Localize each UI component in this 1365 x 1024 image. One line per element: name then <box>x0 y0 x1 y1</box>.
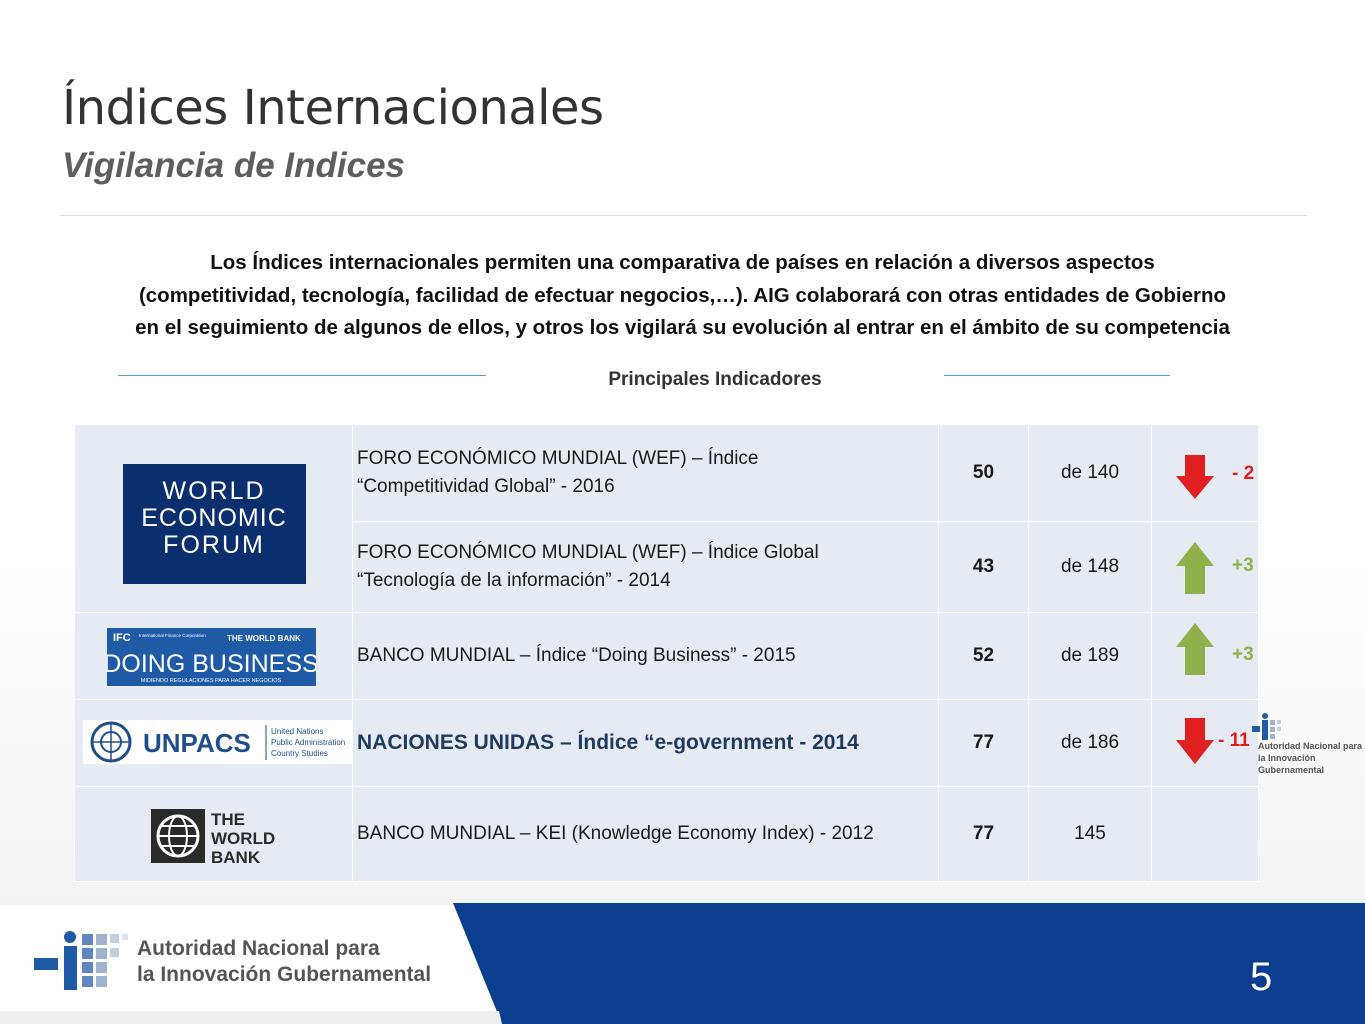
table-row: IFC International Finance Corporation TH… <box>74 612 1259 700</box>
doing-business-logo: IFC International Finance Corporation TH… <box>107 628 316 686</box>
footer-brand-line2: la Innovación Gubernamental <box>137 963 432 986</box>
db-logo-tagline: MIDIENDO REGULACIONES PARA HACER NEGOCIO… <box>141 678 282 684</box>
trend-delta: +3 <box>1232 555 1254 576</box>
trend-delta: - 2 <box>1232 463 1255 484</box>
side-brand-line2: la Innovación Gubernamental <box>1258 753 1325 775</box>
footer-brand-line1: Autoridad Nacional para <box>137 937 380 960</box>
trend-cell <box>1151 786 1259 882</box>
trend-delta: - 11 <box>1218 730 1250 751</box>
db-logo-ifc: IFC <box>113 632 131 644</box>
wef-logo-line3: FORUM <box>163 531 265 559</box>
wb-logo-line1: THE <box>211 810 245 829</box>
db-logo-main: DOING BUSINESS <box>107 650 316 678</box>
section-title: Principales Indicadores <box>608 369 822 390</box>
indicator-total: de 186 <box>1028 699 1152 787</box>
indicator-rank: 52 <box>938 612 1029 700</box>
table-row: THE WORLD BANK BANCO MUNDIAL – KEI (Know… <box>74 786 1259 882</box>
indicator-name: BANCO MUNDIAL – Índice “Doing Business” … <box>352 612 939 700</box>
arrow-down-icon <box>1176 718 1214 764</box>
indicator-rank: 77 <box>938 786 1029 882</box>
unpacs-logo-cell: UNPACS United Nations Public Administrat… <box>74 699 353 787</box>
unpacs-logo-sub1: United Nations <box>271 727 323 736</box>
unpacs-logo-sub3: Country Studies <box>271 749 328 758</box>
indicator-total: de 148 <box>1028 521 1152 613</box>
trend-cell: - 2 <box>1151 424 1259 522</box>
indicator-name: BANCO MUNDIAL – KEI (Knowledge Economy I… <box>352 786 939 882</box>
indicator-name-line2: “Competitividad Global” - 2016 <box>357 476 615 497</box>
title-divider <box>60 215 1307 216</box>
arrow-up-icon <box>1176 542 1214 594</box>
world-bank-logo: THE WORLD BANK <box>151 809 275 865</box>
intro-paragraph: Los Índices internacionales permiten una… <box>40 247 1325 345</box>
side-brand-line1: Autoridad Nacional para <box>1258 741 1363 751</box>
indicator-total: 145 <box>1028 786 1152 882</box>
table-row: UNPACS United Nations Public Administrat… <box>74 699 1259 787</box>
trend-cell: +3 <box>1151 521 1259 613</box>
indicator-name-line2: “Tecnología de la información” - 2014 <box>357 570 671 591</box>
indicator-name: FORO ECONÓMICO MUNDIAL (WEF) – Índice “C… <box>352 424 939 522</box>
indicator-rank: 50 <box>938 424 1029 522</box>
doing-business-logo-cell: IFC International Finance Corporation TH… <box>74 612 353 700</box>
indicator-total: de 189 <box>1028 612 1152 700</box>
indicators-table: WORLD ECONOMIC FORUM FORO ECONÓMICO MUND… <box>74 424 1259 882</box>
unpacs-logo: UNPACS United Nations Public Administrat… <box>83 720 353 764</box>
section-line-left <box>118 375 486 376</box>
indicator-rank: 43 <box>938 521 1029 613</box>
wb-logo-line3: BANK <box>211 848 261 865</box>
wef-logo-line2: ECONOMIC <box>141 504 287 532</box>
footer-brand-mark-icon <box>34 931 128 990</box>
table-row: WORLD ECONOMIC FORUM FORO ECONÓMICO MUND… <box>74 424 1259 613</box>
table-row: FORO ECONÓMICO MUNDIAL (WEF) – Índice Gl… <box>75 521 1259 613</box>
page-subtitle: Vigilancia de Indices <box>62 146 405 185</box>
indicator-name-line1: FORO ECONÓMICO MUNDIAL (WEF) – Índice <box>357 448 759 469</box>
wb-logo-line2: WORLD <box>211 829 275 848</box>
indicator-name: FORO ECONÓMICO MUNDIAL (WEF) – Índice Gl… <box>352 521 939 613</box>
wef-logo-cell: WORLD ECONOMIC FORUM <box>74 424 353 613</box>
indicator-total: de 140 <box>1028 424 1152 522</box>
intro-line-2: (competitividad, tecnología, facilidad d… <box>138 283 1227 307</box>
page-number: 5 <box>1250 955 1273 999</box>
trend-cell: - 11 <box>1151 699 1259 787</box>
indicator-name-line1: FORO ECONÓMICO MUNDIAL (WEF) – Índice Gl… <box>357 542 819 563</box>
indicator-name: NACIONES UNIDAS – Índice “e-government -… <box>352 699 939 787</box>
wef-logo: WORLD ECONOMIC FORUM <box>123 464 306 584</box>
unpacs-logo-sub2: Public Administration <box>271 738 345 747</box>
wef-logo-line1: WORLD <box>162 477 265 505</box>
unpacs-logo-main: UNPACS <box>143 728 251 758</box>
db-logo-wb: THE WORLD BANK <box>227 634 301 643</box>
world-bank-logo-cell: THE WORLD BANK <box>74 786 353 882</box>
brand-mark-icon <box>1252 713 1281 740</box>
trend-delta: +3 <box>1232 644 1254 665</box>
indicator-rank: 77 <box>938 699 1029 787</box>
arrow-up-icon <box>1176 623 1214 675</box>
db-logo-ifc-sub: International Finance Corporation <box>139 633 206 638</box>
side-brand-text: Autoridad Nacional para la Innovación Gu… <box>1258 740 1365 776</box>
arrow-down-icon <box>1176 455 1214 499</box>
page-title: Índices Internacionales <box>62 80 604 136</box>
section-line-right <box>944 375 1170 376</box>
intro-line-3: en el seguimiento de algunos de ellos, y… <box>135 316 1230 339</box>
footer-band <box>0 903 1365 1024</box>
trend-cell: +3 <box>1151 612 1259 700</box>
intro-line-1: Los Índices internacionales permiten una… <box>210 251 1155 274</box>
footer-brand-text: Autoridad Nacional para la Innovación Gu… <box>137 936 431 988</box>
